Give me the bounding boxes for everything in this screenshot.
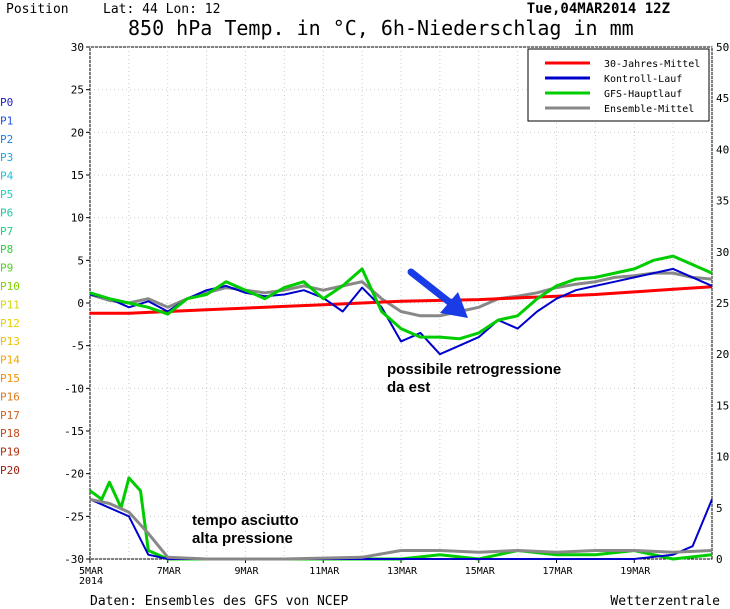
run-label: Tue,04MAR2014 12Z xyxy=(527,1,670,17)
footer-source: Daten: Ensembles des GFS von NCEP xyxy=(90,594,348,609)
annotation-retrogression-2: da est xyxy=(387,379,430,396)
y-right-tick-label: 35 xyxy=(716,195,729,208)
member-label: P19 xyxy=(0,446,20,459)
member-label: P10 xyxy=(0,280,20,293)
y-left-tick-label: -25 xyxy=(64,510,84,523)
legend: 30-Jahres-Mittel Kontroll-Lauf GFS-Hauptla… xyxy=(527,48,710,122)
member-label: P9 xyxy=(0,262,13,275)
y-left-tick-label: -10 xyxy=(64,382,84,395)
member-label: P17 xyxy=(0,409,20,422)
precip-line-ensemble-mittel xyxy=(89,497,713,561)
member-label: P6 xyxy=(0,206,13,219)
x-tick-label: 13MAR xyxy=(387,566,418,577)
x-tick-label: 19MAR xyxy=(620,566,651,577)
y-right-tick-label: 0 xyxy=(716,553,723,566)
series-line-gfs-hauptlauf xyxy=(89,254,713,341)
member-label: P18 xyxy=(0,427,20,440)
member-label: P13 xyxy=(0,335,20,348)
legend-label: 30-Jahres-Mittel xyxy=(604,59,700,70)
member-labels: P0 P1 P2 P3 P4 P5 P6 P7 P8 P9 P10 P11 P12 P13 P14 P15 P1… xyxy=(0,96,20,477)
y-left-tick-label: 5 xyxy=(77,254,84,267)
member-label: P20 xyxy=(0,464,20,477)
series-line-30-jahres-mittel xyxy=(90,285,713,315)
footer-brand: Wetterzentrale xyxy=(610,594,720,609)
x-tick-label: 17MAR xyxy=(542,566,573,577)
x-tick-label: 9MAR xyxy=(234,566,259,577)
series-lines xyxy=(89,254,713,561)
legend-label: Ensemble-Mittel xyxy=(604,104,694,115)
arrow-shaft xyxy=(407,268,457,309)
y-right-tick-label: 15 xyxy=(716,399,729,412)
y-left-tick-label: -30 xyxy=(64,553,84,566)
y-left-tick-label: 10 xyxy=(71,212,84,225)
y-left-tick-label: 0 xyxy=(77,297,84,310)
member-label: P8 xyxy=(0,243,13,256)
y-right-tick-label: 25 xyxy=(716,297,729,310)
y-axis-left: 30 25 20 15 10 5 0 -5 -10 -15 -20 -25 -30 xyxy=(64,41,90,566)
y-left-tick-label: -15 xyxy=(64,425,84,438)
member-label: P4 xyxy=(0,170,14,183)
y-left-tick-label: 30 xyxy=(71,41,84,54)
member-label: P5 xyxy=(0,188,13,201)
chart-title: 850 hPa Temp. in °C, 6h-Niederschlag in … xyxy=(128,16,634,40)
member-label: P2 xyxy=(0,133,13,146)
x-axis: 5MAR 7MAR 9MAR 11MAR 13MAR 15MAR 17MAR 19MAR 201… xyxy=(79,559,651,587)
lat-lon-label: Lat: 44 Lon: 12 xyxy=(103,2,220,17)
member-label: P16 xyxy=(0,390,20,403)
member-label: P15 xyxy=(0,372,20,385)
arrow-head xyxy=(440,292,468,318)
y-right-tick-label: 10 xyxy=(716,451,729,464)
x-year-label: 2014 xyxy=(79,576,103,587)
member-label: P7 xyxy=(0,225,13,238)
member-label: P0 xyxy=(0,96,13,109)
member-label: P3 xyxy=(0,151,13,164)
legend-label: GFS-Hauptlauf xyxy=(604,89,682,100)
arrow-annotation xyxy=(407,268,468,318)
member-label: P1 xyxy=(0,114,13,127)
member-label: P14 xyxy=(0,354,20,367)
x-tick-label: 5MAR xyxy=(79,566,104,577)
y-left-tick-label: -20 xyxy=(64,468,84,481)
y-right-tick-label: 5 xyxy=(716,502,723,515)
y-right-tick-label: 30 xyxy=(716,246,729,259)
y-left-tick-label: -5 xyxy=(71,340,84,353)
annotation-dry-2: alta pressione xyxy=(192,530,293,547)
y-left-tick-label: 15 xyxy=(71,169,84,182)
y-right-tick-label: 45 xyxy=(716,92,729,105)
y-left-tick-label: 25 xyxy=(71,84,84,97)
x-tick-label: 15MAR xyxy=(465,566,496,577)
x-tick-label: 7MAR xyxy=(157,566,182,577)
annotation-dry-1: tempo asciutto xyxy=(192,512,299,529)
legend-label: Kontroll-Lauf xyxy=(604,74,682,85)
y-right-tick-label: 20 xyxy=(716,348,729,361)
annotation-retrogression-1: possibile retrogressione xyxy=(387,361,561,378)
y-right-tick-label: 50 xyxy=(716,41,729,54)
position-label: Position xyxy=(6,2,69,17)
y-right-tick-label: 40 xyxy=(716,143,729,156)
y-left-tick-label: 20 xyxy=(71,126,84,139)
x-tick-label: 11MAR xyxy=(309,566,340,577)
member-label: P11 xyxy=(0,298,20,311)
member-label: P12 xyxy=(0,317,20,330)
